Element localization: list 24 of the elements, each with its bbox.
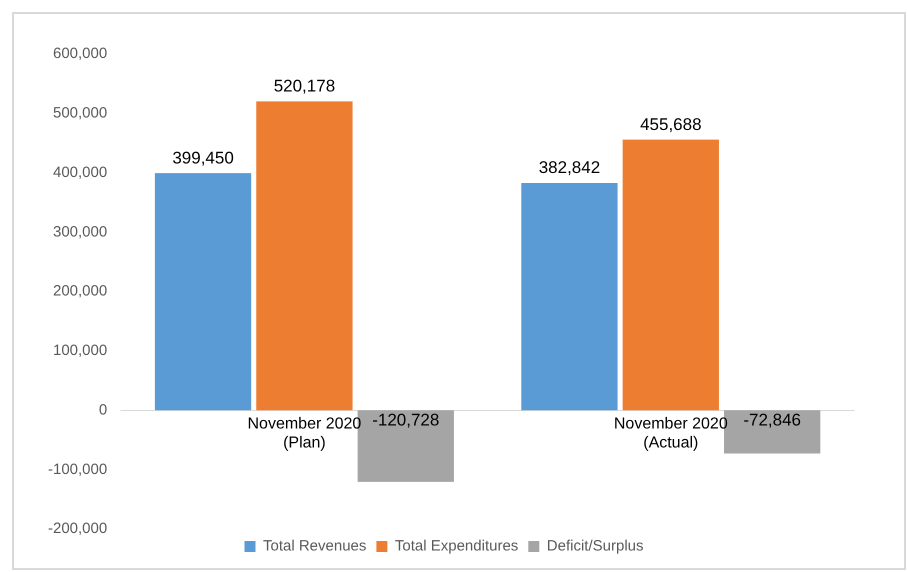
y-tick-label: -200,000 <box>48 520 108 538</box>
x-tick-label: November 2020 (Actual) <box>614 416 728 452</box>
bar <box>521 182 618 410</box>
y-tick-label: 500,000 <box>52 104 108 122</box>
x-tick-label: November 2020 (Plan) <box>247 416 362 452</box>
data-label: -120,728 <box>372 410 440 430</box>
y-tick-label: 0 <box>98 401 108 418</box>
y-tick-label: 300,000 <box>52 223 108 240</box>
data-label: 399,450 <box>172 148 234 168</box>
legend-label: Total Expenditures <box>394 538 518 555</box>
y-tick-label: 100,000 <box>52 342 108 360</box>
y-tick-label: 600,000 <box>52 45 108 62</box>
y-tick-label: 400,000 <box>52 164 108 181</box>
data-label: 382,842 <box>538 158 600 178</box>
data-label: -72,846 <box>743 410 802 430</box>
legend-label: Total Revenues <box>263 538 366 555</box>
legend-label: Deficit/Surplus <box>546 538 644 555</box>
data-label: 455,688 <box>640 114 702 134</box>
bar <box>154 173 252 410</box>
y-tick-label: -100,000 <box>48 460 108 478</box>
bar <box>622 140 719 410</box>
y-tick-label: 200,000 <box>52 282 108 300</box>
bar <box>256 101 353 410</box>
data-label: 520,178 <box>274 76 336 96</box>
